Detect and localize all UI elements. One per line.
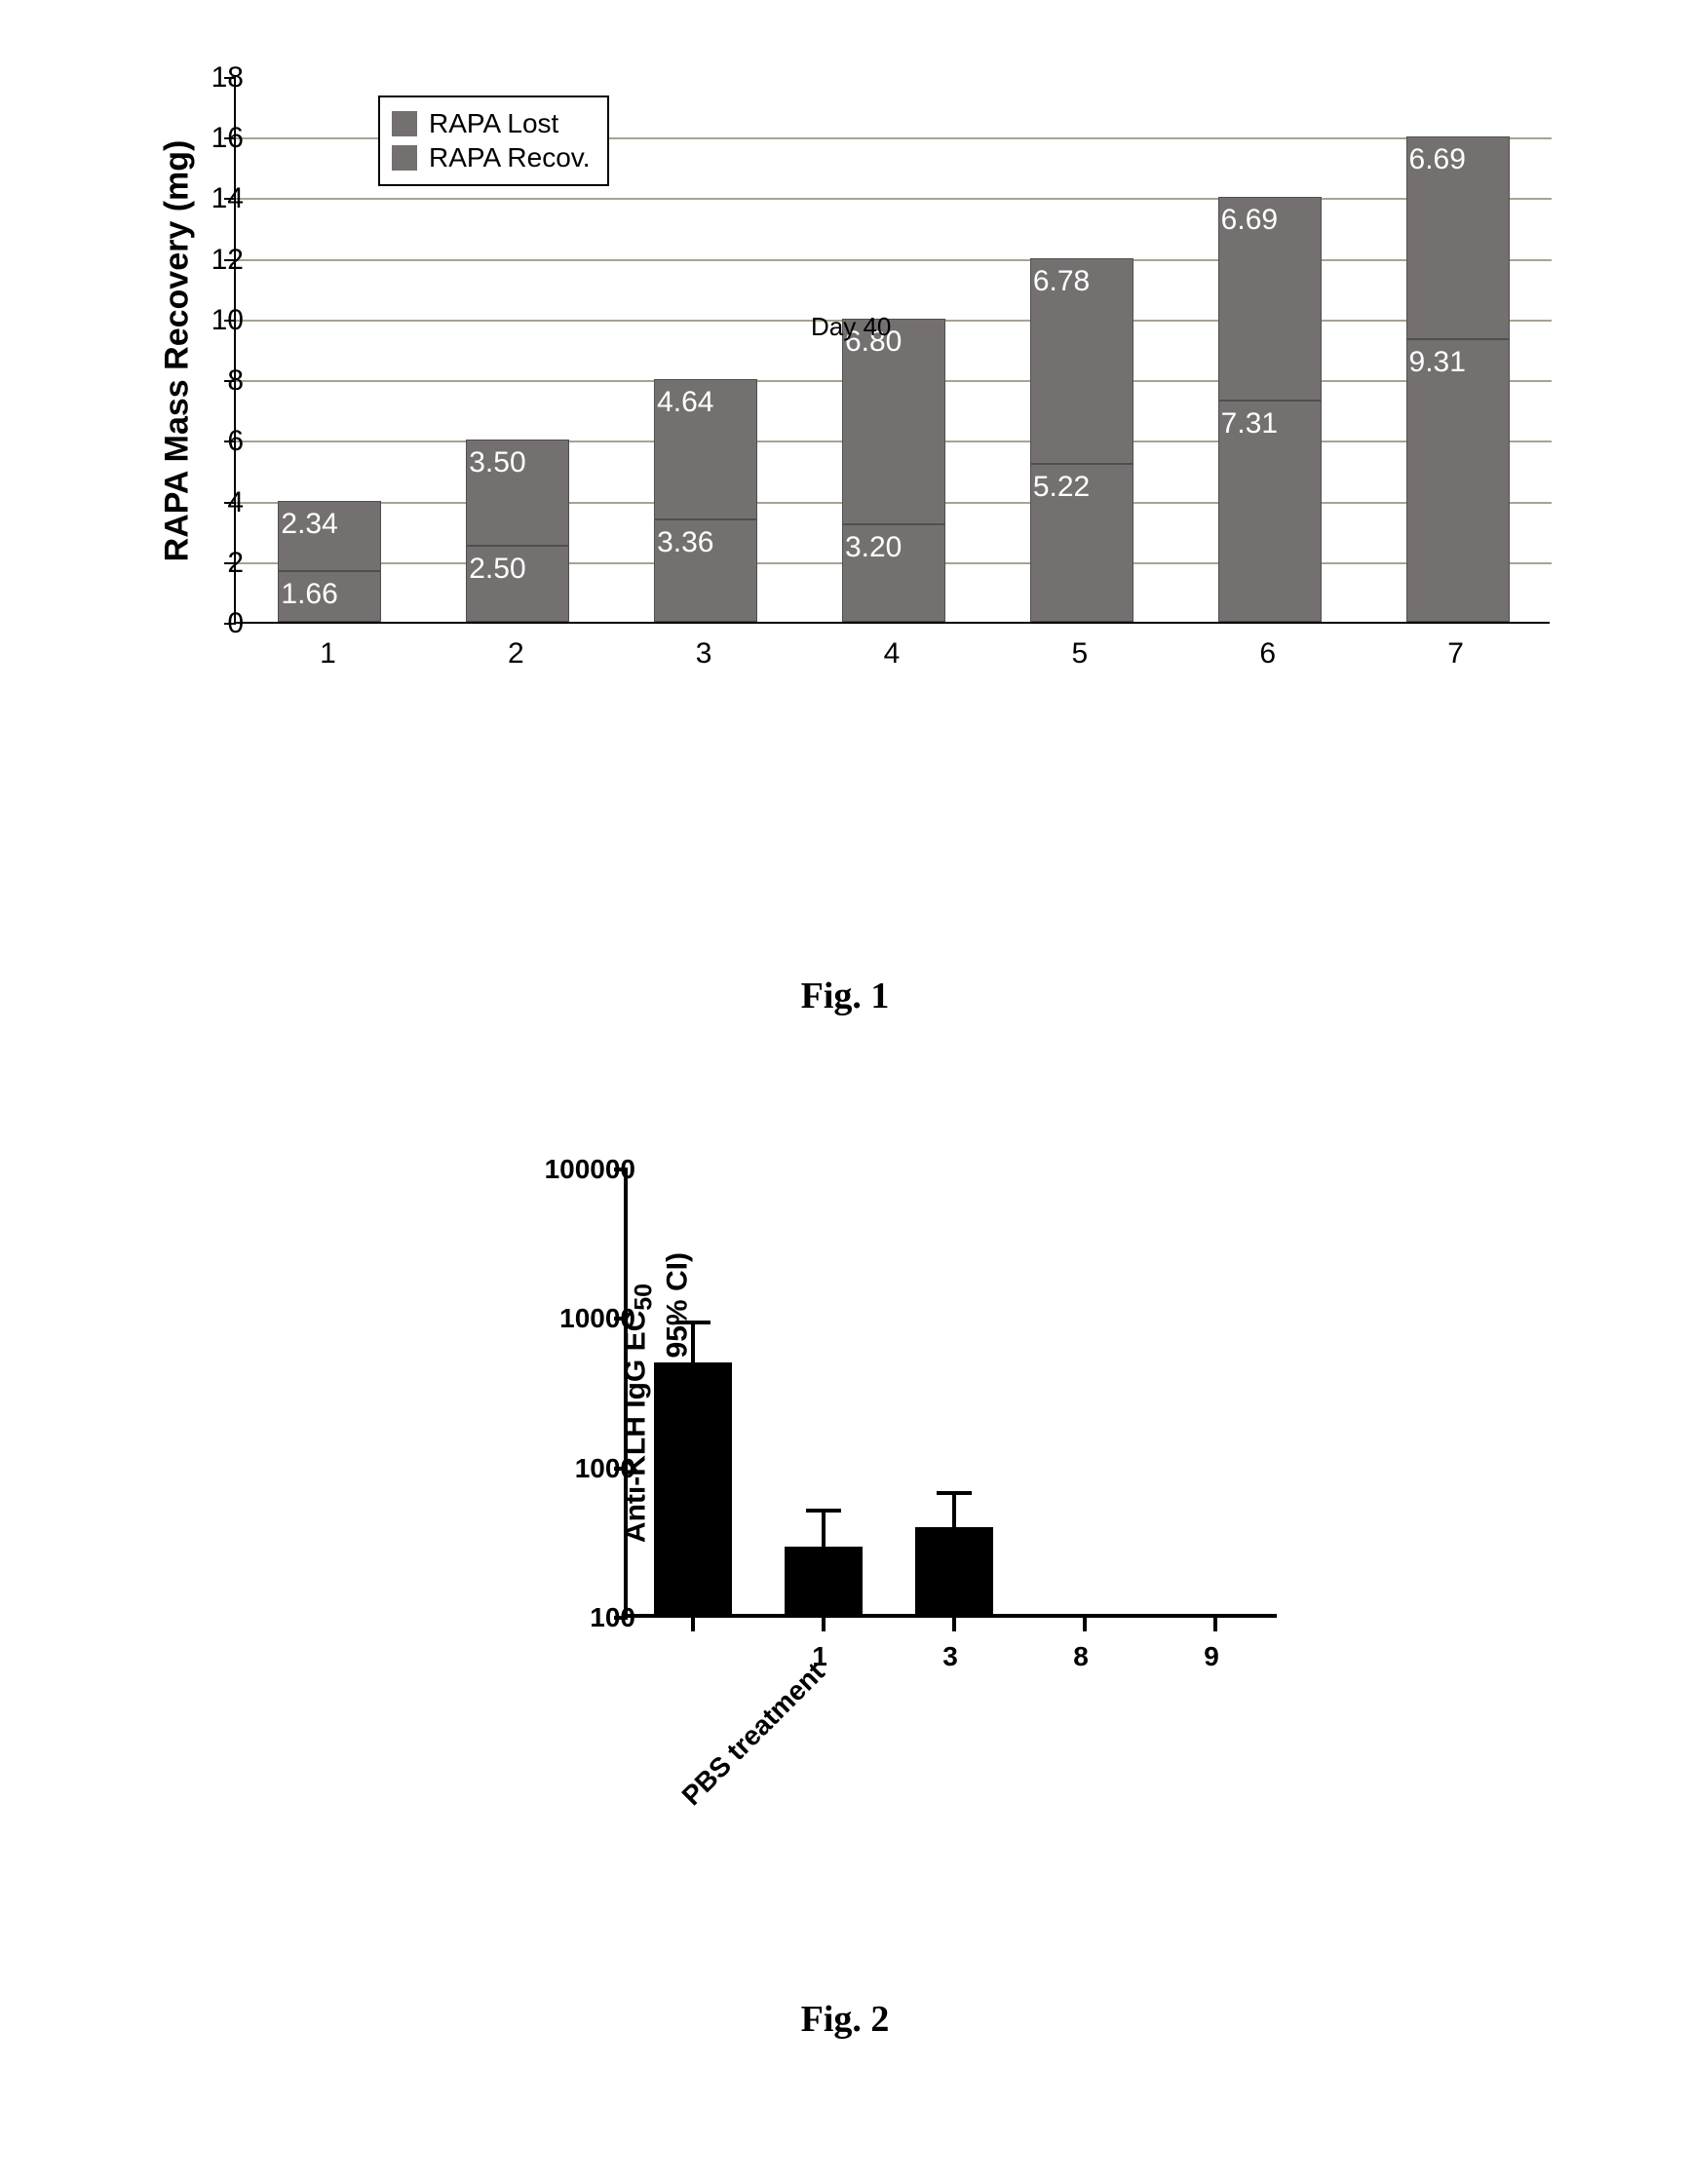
bar-value-label: 6.69 bbox=[1409, 143, 1466, 176]
bar-value-label: 4.64 bbox=[657, 386, 713, 419]
y-tick-label: 16 bbox=[185, 122, 244, 155]
gridline bbox=[236, 259, 1552, 261]
error-bar bbox=[822, 1511, 826, 1551]
y-tick-label: 100000 bbox=[545, 1154, 635, 1185]
fig1-annotation: Day 40 bbox=[811, 312, 891, 342]
x-tick-label: 1 bbox=[320, 637, 336, 671]
bar-segment-lower: 5.22 bbox=[1030, 464, 1133, 622]
bar bbox=[915, 1527, 993, 1614]
bar-value-label: 6.78 bbox=[1033, 265, 1090, 298]
x-tick-label: 7 bbox=[1447, 637, 1464, 671]
bar bbox=[785, 1547, 863, 1614]
bar: 9.31 6.69 bbox=[1406, 136, 1510, 622]
y-tick-label: 2 bbox=[185, 547, 244, 580]
bar: 3.36 4.64 bbox=[654, 379, 757, 622]
x-tick-label: 3 bbox=[696, 637, 712, 671]
error-bar bbox=[952, 1493, 956, 1531]
x-tick-label: 2 bbox=[508, 637, 524, 671]
error-bar-cap bbox=[806, 1509, 841, 1513]
bar bbox=[654, 1362, 732, 1614]
fig2-plot-area: Anti-KLH IgG EC50 (Geom. Mean ± 95% CI) bbox=[624, 1169, 1277, 1618]
x-tick-label: 1 bbox=[812, 1641, 827, 1672]
bar-value-label: 7.31 bbox=[1221, 407, 1278, 441]
x-tick-label: 3 bbox=[942, 1641, 958, 1672]
fig2-ylabel-text: Anti-KLH IgG EC bbox=[620, 1311, 652, 1543]
fig1-legend: RAPA Lost RAPA Recov. bbox=[378, 96, 609, 186]
x-tick-label: 6 bbox=[1259, 637, 1276, 671]
legend-swatch-icon bbox=[392, 145, 417, 171]
fig2-chart: Anti-KLH IgG EC50 (Geom. Mean ± 95% CI) … bbox=[409, 1150, 1306, 1832]
y-tick-label: 1000 bbox=[575, 1453, 635, 1484]
bar-segment-lower: 9.31 bbox=[1406, 339, 1510, 622]
y-tick-label: 8 bbox=[185, 364, 244, 398]
legend-label: RAPA Recov. bbox=[429, 142, 590, 173]
bar-segment-lower: 7.31 bbox=[1218, 401, 1322, 622]
bar-segment-upper: 3.50 bbox=[466, 440, 569, 546]
x-tick-label: 4 bbox=[884, 637, 901, 671]
y-tick-label: 10000 bbox=[559, 1303, 635, 1334]
bar: 7.31 6.69 bbox=[1218, 197, 1322, 622]
bar-value-label: 1.66 bbox=[281, 578, 337, 611]
bar: 1.66 2.34 bbox=[278, 501, 381, 622]
bar-segment-lower: 3.20 bbox=[842, 524, 945, 622]
bar-segment-upper: 6.69 bbox=[1406, 136, 1510, 339]
bar-segment-upper: 6.69 bbox=[1218, 197, 1322, 400]
bar-value-label: 3.50 bbox=[469, 446, 525, 479]
y-tick-label: 18 bbox=[185, 61, 244, 95]
bar-value-label: 3.36 bbox=[657, 526, 713, 559]
bar-value-label: 3.20 bbox=[845, 531, 902, 564]
bar-segment-upper: 6.80 bbox=[842, 319, 945, 525]
bar-value-label: 5.22 bbox=[1033, 471, 1090, 504]
fig1-caption: Fig. 1 bbox=[801, 975, 890, 1017]
fig1-chart: RAPA Mass Recovery (mg) 1.662.342.503.50… bbox=[117, 68, 1569, 770]
bar-segment-upper: 6.78 bbox=[1030, 258, 1133, 464]
x-tick-label: 8 bbox=[1073, 1641, 1089, 1672]
x-tick bbox=[1083, 1618, 1087, 1631]
bar-segment-upper: 4.64 bbox=[654, 379, 757, 519]
x-tick bbox=[1213, 1618, 1217, 1631]
bar-segment-lower: 2.50 bbox=[466, 546, 569, 622]
bar: 5.22 6.78 bbox=[1030, 258, 1133, 622]
y-tick-label: 6 bbox=[185, 425, 244, 458]
error-bar-cap bbox=[675, 1321, 711, 1324]
x-tick-label: PBS treatment bbox=[676, 1657, 831, 1812]
x-tick bbox=[952, 1618, 956, 1631]
y-tick-label: 10 bbox=[185, 304, 244, 337]
x-tick bbox=[822, 1618, 826, 1631]
fig2-caption: Fig. 2 bbox=[801, 1998, 890, 2041]
bar-value-label: 9.31 bbox=[1409, 346, 1466, 379]
x-tick-label: 5 bbox=[1072, 637, 1089, 671]
error-bar bbox=[691, 1322, 695, 1366]
y-tick-label: 4 bbox=[185, 486, 244, 519]
fig1-legend-item: RAPA Recov. bbox=[392, 142, 590, 173]
y-tick-label: 14 bbox=[185, 182, 244, 215]
gridline bbox=[236, 198, 1552, 200]
bar-value-label: 6.69 bbox=[1221, 204, 1278, 237]
legend-swatch-icon bbox=[392, 111, 417, 136]
bar-segment-lower: 1.66 bbox=[278, 571, 381, 622]
error-bar-cap bbox=[937, 1491, 972, 1495]
bar-value-label: 2.50 bbox=[469, 553, 525, 586]
bar-segment-lower: 3.36 bbox=[654, 519, 757, 622]
y-tick-label: 0 bbox=[185, 607, 244, 640]
x-tick-label: 9 bbox=[1204, 1641, 1219, 1672]
fig1-legend-item: RAPA Lost bbox=[392, 108, 590, 139]
bar-segment-upper: 2.34 bbox=[278, 501, 381, 572]
legend-label: RAPA Lost bbox=[429, 108, 558, 139]
bar: 2.50 3.50 bbox=[466, 440, 569, 622]
y-tick-label: 12 bbox=[185, 244, 244, 277]
fig1-plot-area: RAPA Mass Recovery (mg) 1.662.342.503.50… bbox=[234, 78, 1550, 624]
bar-value-label: 2.34 bbox=[281, 508, 337, 541]
y-tick-label: 100 bbox=[590, 1602, 635, 1633]
bar: 3.20 6.80 bbox=[842, 319, 945, 622]
x-tick bbox=[691, 1618, 695, 1631]
